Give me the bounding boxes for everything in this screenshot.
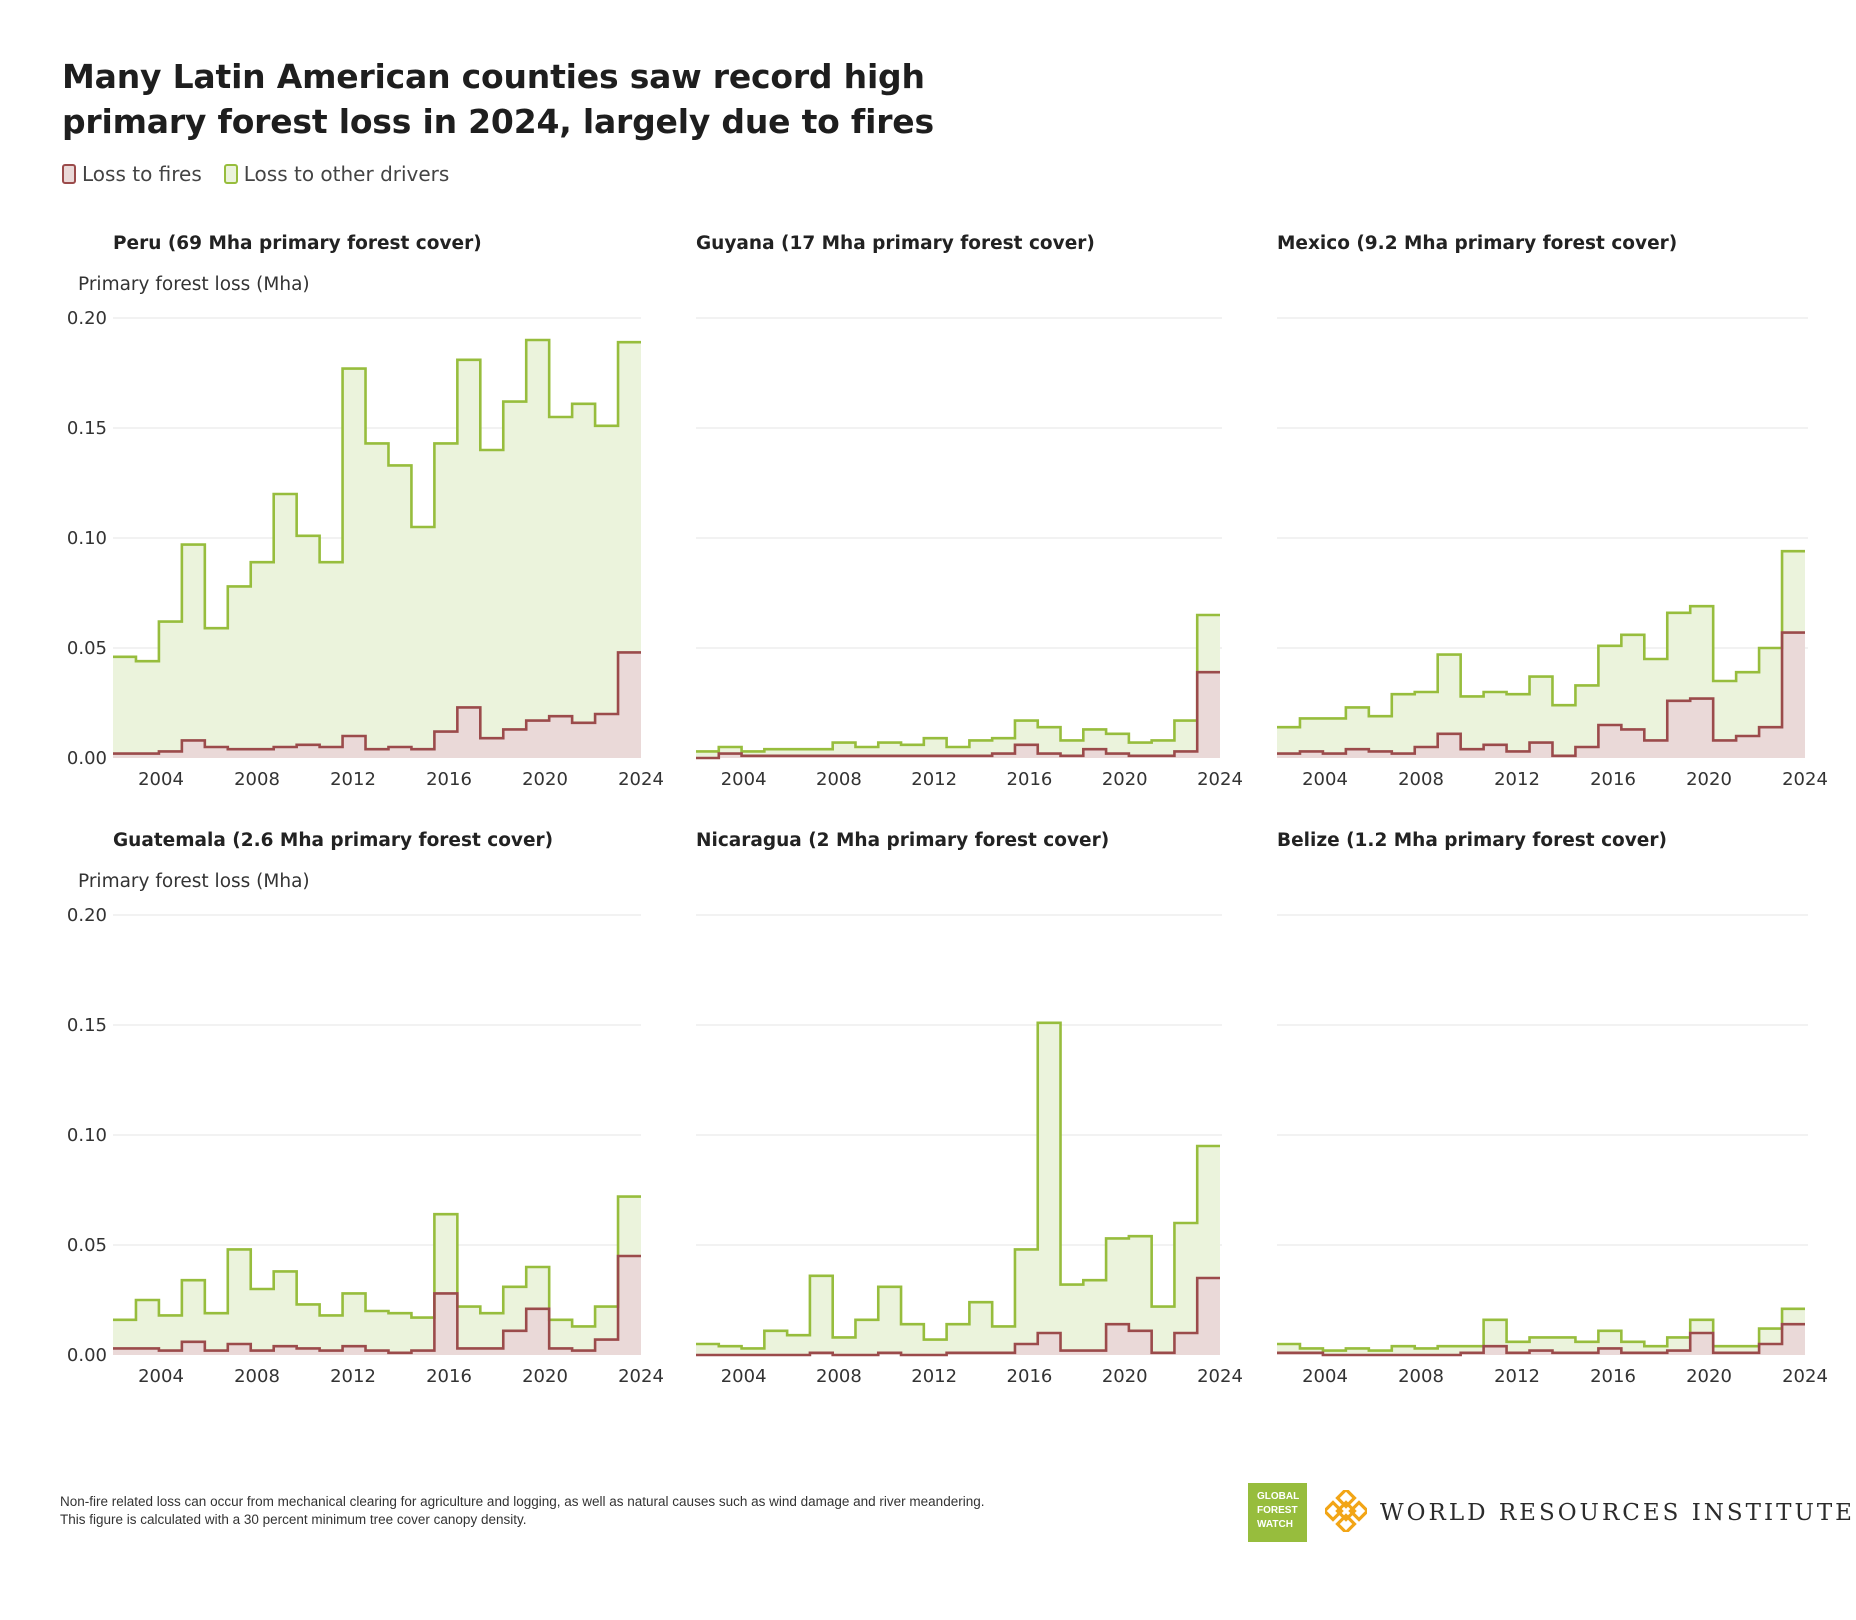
global-forest-watch-logo: GLOBAL FOREST WATCH bbox=[1248, 1483, 1307, 1542]
chart-panel: Nicaragua (2 Mha primary forest cover) 20… bbox=[696, 830, 1243, 1387]
x-tick-label: 2016 bbox=[1590, 769, 1636, 790]
y-tick-label: 0.10 bbox=[67, 528, 107, 549]
x-tick-label: 2024 bbox=[1197, 1366, 1243, 1387]
y-tick-label: 0.05 bbox=[67, 638, 107, 659]
wri-logo-icon bbox=[1325, 1490, 1367, 1532]
x-tick-label: 2008 bbox=[816, 1366, 862, 1387]
series-area-other bbox=[696, 615, 1220, 758]
series-line-other bbox=[696, 1021, 1220, 1350]
panel-title: Nicaragua (2 Mha primary forest cover) bbox=[696, 830, 1109, 851]
series-line-other bbox=[696, 613, 1220, 753]
x-tick-label: 2008 bbox=[234, 1366, 280, 1387]
chart-panel: Guatemala (2.6 Mha primary forest cover)… bbox=[67, 830, 664, 1387]
x-tick-label: 2016 bbox=[426, 1366, 472, 1387]
x-tick-label: 2012 bbox=[1494, 769, 1540, 790]
x-tick-label: 2004 bbox=[1302, 769, 1348, 790]
x-tick-label: 2024 bbox=[618, 1366, 664, 1387]
y-tick-label: 0.15 bbox=[67, 1015, 107, 1036]
x-tick-label: 2020 bbox=[1102, 769, 1148, 790]
series-line-other bbox=[1277, 1307, 1805, 1352]
x-tick-label: 2012 bbox=[911, 1366, 957, 1387]
x-tick-label: 2016 bbox=[1590, 1366, 1636, 1387]
legend-label-fires: Loss to fires bbox=[82, 162, 202, 186]
series-line-fires bbox=[113, 651, 641, 755]
series-area-other bbox=[113, 340, 641, 754]
series-line-fires bbox=[113, 1254, 641, 1355]
y-tick-label: 0.10 bbox=[67, 1125, 107, 1146]
gfw-logo-line: WATCH bbox=[1257, 1519, 1293, 1530]
y-tick-label: 0.20 bbox=[67, 905, 107, 926]
y-tick-label: 0.00 bbox=[67, 1345, 107, 1366]
x-tick-label: 2016 bbox=[1007, 1366, 1053, 1387]
x-tick-label: 2020 bbox=[1686, 769, 1732, 790]
footnote: Non-fire related loss can occur from mec… bbox=[60, 1494, 985, 1527]
y-tick-label: 0.15 bbox=[67, 418, 107, 439]
y-axis-label: Primary forest loss (Mha) bbox=[78, 274, 310, 295]
gfw-logo-line: FOREST bbox=[1257, 1505, 1298, 1516]
panel-title: Guyana (17 Mha primary forest cover) bbox=[696, 233, 1095, 254]
x-tick-label: 2020 bbox=[1102, 1366, 1148, 1387]
panel-title: Peru (69 Mha primary forest cover) bbox=[113, 233, 482, 254]
x-tick-label: 2004 bbox=[1302, 1366, 1348, 1387]
y-tick-label: 0.00 bbox=[67, 748, 107, 769]
chart-panel: Guyana (17 Mha primary forest cover) 2004… bbox=[696, 233, 1243, 790]
chart-panel: Peru (69 Mha primary forest cover) Primar… bbox=[67, 233, 664, 790]
x-tick-label: 2020 bbox=[1686, 1366, 1732, 1387]
x-tick-label: 2016 bbox=[426, 769, 472, 790]
series-line-other bbox=[1277, 549, 1805, 729]
x-tick-label: 2008 bbox=[1398, 1366, 1444, 1387]
x-tick-label: 2024 bbox=[618, 769, 664, 790]
panel-title: Mexico (9.2 Mha primary forest cover) bbox=[1277, 233, 1677, 254]
legend-label-other: Loss to other drivers bbox=[243, 162, 450, 186]
series-line-fires bbox=[1277, 631, 1805, 758]
series-area-other bbox=[696, 1022, 1220, 1355]
x-tick-label: 2012 bbox=[911, 769, 957, 790]
x-tick-label: 2008 bbox=[816, 769, 862, 790]
series-area-other bbox=[113, 1196, 641, 1353]
x-tick-label: 2012 bbox=[330, 769, 376, 790]
series-area-fires bbox=[1277, 632, 1805, 758]
x-tick-label: 2008 bbox=[1398, 769, 1444, 790]
x-tick-label: 2012 bbox=[1494, 1366, 1540, 1387]
chart-panel: Mexico (9.2 Mha primary forest cover) 200… bbox=[1277, 233, 1828, 790]
series-line-other bbox=[113, 338, 641, 663]
legend-item-fires: Loss to fires bbox=[62, 162, 202, 186]
gfw-logo-line: GLOBAL bbox=[1257, 1491, 1300, 1502]
x-tick-label: 2024 bbox=[1782, 769, 1828, 790]
legend-swatch-fires bbox=[62, 164, 76, 184]
series-area-other bbox=[1277, 551, 1805, 756]
panel-title: Belize (1.2 Mha primary forest cover) bbox=[1277, 830, 1667, 851]
legend-item-other: Loss to other drivers bbox=[223, 162, 450, 186]
chart-panel: Belize (1.2 Mha primary forest cover) 200… bbox=[1277, 830, 1828, 1387]
series-line-other bbox=[113, 1195, 641, 1328]
legend: Loss to fires Loss to other drivers bbox=[62, 162, 471, 186]
x-tick-label: 2024 bbox=[1197, 769, 1243, 790]
series-line-fires bbox=[696, 1276, 1220, 1357]
series-line-fires bbox=[696, 670, 1220, 760]
chart-title: Many Latin American counties saw record … bbox=[62, 57, 934, 141]
series-area-fires bbox=[113, 652, 641, 758]
x-tick-label: 2008 bbox=[234, 769, 280, 790]
x-tick-label: 2004 bbox=[721, 769, 767, 790]
panel-title: Guatemala (2.6 Mha primary forest cover) bbox=[113, 830, 553, 851]
x-tick-label: 2016 bbox=[1007, 769, 1053, 790]
series-area-other bbox=[1277, 1308, 1805, 1355]
series-area-fires bbox=[1277, 1324, 1805, 1355]
x-tick-label: 2004 bbox=[138, 1366, 184, 1387]
series-line-fires bbox=[1277, 1322, 1805, 1357]
x-tick-label: 2004 bbox=[138, 769, 184, 790]
x-tick-label: 2012 bbox=[330, 1366, 376, 1387]
y-tick-label: 0.05 bbox=[67, 1235, 107, 1256]
legend-swatch-other bbox=[223, 164, 238, 184]
x-tick-label: 2020 bbox=[522, 769, 568, 790]
y-tick-label: 0.20 bbox=[67, 308, 107, 329]
x-tick-label: 2004 bbox=[721, 1366, 767, 1387]
x-tick-label: 2024 bbox=[1782, 1366, 1828, 1387]
wri-logo-text: WORLD RESOURCES INSTITUTE bbox=[1380, 1500, 1855, 1526]
x-tick-label: 2020 bbox=[522, 1366, 568, 1387]
y-axis-label: Primary forest loss (Mha) bbox=[78, 871, 310, 892]
